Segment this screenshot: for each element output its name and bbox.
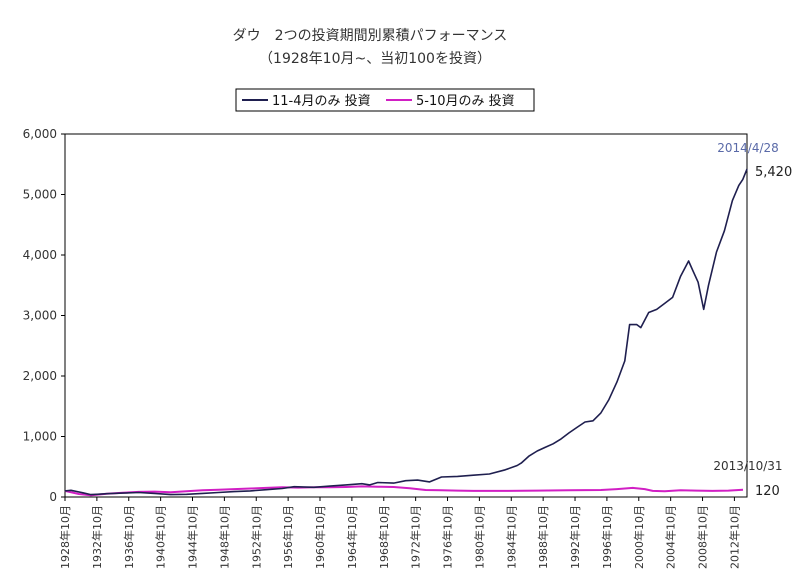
- x-tick-label: 1948年10月: [217, 505, 231, 569]
- series-lines: [64, 168, 748, 497]
- x-tick-label: 1932年10月: [90, 505, 104, 569]
- x-tick-label: 1988年10月: [536, 505, 550, 569]
- annotation-value-series-2: 120: [755, 484, 780, 499]
- chart-subtitle: （1928年10月~、当初100を投資）: [259, 50, 491, 67]
- x-tick-label: 1936年10月: [122, 505, 136, 569]
- annotation-date-series-2: 2013/10/31: [713, 459, 782, 473]
- annotation-date-series-1: 2014/4/28: [717, 141, 779, 155]
- x-tick-label: 2000年10月: [632, 505, 646, 569]
- plot-area: [64, 133, 748, 498]
- y-tick-label: 5,000: [23, 188, 57, 202]
- x-tick-label: 2012年10月: [727, 505, 741, 569]
- y-tick-label: 2,000: [23, 369, 57, 383]
- series-line-1: [64, 168, 748, 496]
- x-tick-label: 1928年10月: [58, 505, 72, 569]
- legend-label-series-2: 5-10月のみ 投資: [416, 93, 515, 109]
- y-tick-label: 6,000: [23, 127, 57, 141]
- x-tick-label: 1984年10月: [504, 505, 518, 569]
- y-tick-label: 3,000: [23, 309, 57, 323]
- x-tick-label: 2004年10月: [664, 505, 678, 569]
- chart-title: ダウ 2つの投資期間別累積パフォーマンス: [233, 28, 508, 44]
- x-tick-label: 1956年10月: [281, 505, 295, 569]
- x-tick-label: 1980年10月: [472, 505, 486, 569]
- x-tick-label: 1944年10月: [186, 505, 200, 569]
- x-tick-label: 1968年10月: [377, 505, 391, 569]
- legend-label-series-1: 11-4月のみ 投資: [272, 93, 371, 109]
- series-line-2: [64, 485, 744, 497]
- x-tick-label: 1952年10月: [249, 505, 263, 569]
- x-tick-label: 1940年10月: [154, 505, 168, 569]
- x-tick-label: 1976年10月: [441, 505, 455, 569]
- x-tick-label: 2008年10月: [696, 505, 710, 569]
- x-tick-label: 1996年10月: [600, 505, 614, 569]
- x-tick-label: 1992年10月: [568, 505, 582, 569]
- x-tick-label: 1964年10月: [345, 505, 359, 569]
- legend: 11-4月のみ 投資 5-10月のみ 投資: [235, 88, 535, 112]
- y-tick-label: 1,000: [23, 430, 57, 444]
- annotation-value-series-1: 5,420: [755, 165, 792, 180]
- y-axis: 0 1,000 2,000 3,000 4,000 5,000 6,000: [23, 127, 65, 504]
- legend-box: [235, 88, 535, 112]
- y-tick-label: 4,000: [23, 248, 57, 262]
- y-tick-label: 0: [49, 490, 57, 504]
- x-axis: 1928年10月 1932年10月 1936年10月 1940年10月 1944年10月…: [58, 497, 741, 569]
- x-tick-label: 1960年10月: [313, 505, 327, 569]
- x-tick-label: 1972年10月: [409, 505, 423, 569]
- annotations: 2014/4/28 5,420 2013/10/31 120: [713, 141, 792, 499]
